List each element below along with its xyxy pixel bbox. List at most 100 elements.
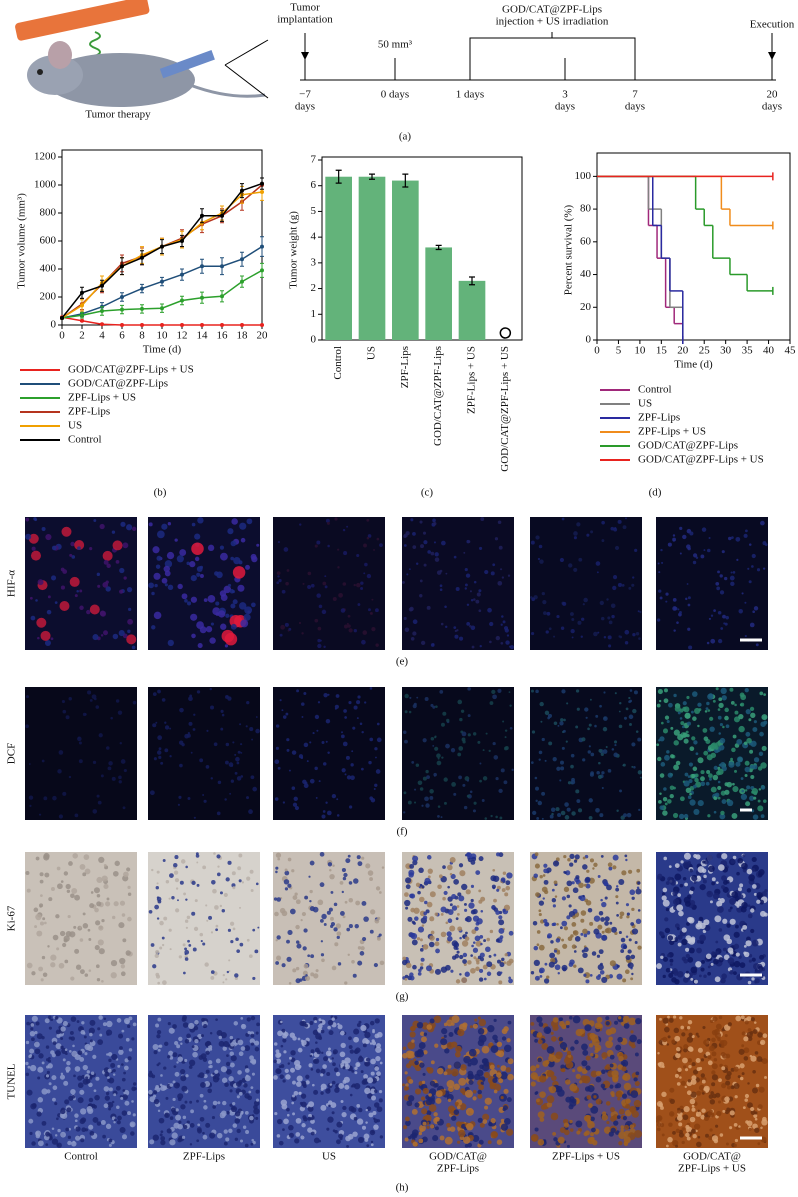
cell [108, 1058, 112, 1063]
cell [750, 712, 756, 718]
cell [131, 1100, 134, 1103]
cell [280, 1064, 285, 1069]
cell [733, 1083, 740, 1090]
cell [535, 799, 538, 803]
cell [240, 1046, 246, 1051]
cell [626, 912, 630, 916]
cell [64, 1099, 70, 1105]
cell [160, 1136, 166, 1141]
cell [40, 630, 51, 641]
cell [67, 914, 71, 919]
cell [205, 765, 210, 769]
cell [484, 569, 489, 575]
cell [741, 789, 745, 793]
legend-label: GOD/CAT@ZPF-Lips [638, 440, 738, 452]
cell [296, 1081, 302, 1087]
cell [433, 1112, 438, 1117]
cell [496, 1072, 502, 1078]
cell [618, 1108, 625, 1115]
cell [618, 930, 622, 935]
cell [321, 740, 325, 744]
cell [291, 786, 296, 790]
event-label: Tumor [290, 2, 320, 14]
cell [537, 1039, 543, 1045]
cell [595, 807, 600, 813]
cell [79, 938, 84, 942]
cell [376, 1119, 381, 1123]
cell [54, 1134, 58, 1137]
cell [422, 1121, 427, 1126]
cell [86, 1070, 90, 1074]
cell [761, 714, 768, 721]
cell [750, 1017, 756, 1022]
cell [155, 1023, 160, 1028]
cell [422, 738, 427, 743]
cell [589, 974, 593, 977]
cell [680, 1108, 685, 1113]
cell [418, 1131, 423, 1136]
cell [424, 696, 429, 701]
cell [236, 776, 242, 781]
cell [65, 1127, 70, 1132]
cell [427, 550, 431, 554]
cell [688, 1046, 694, 1052]
cell [194, 899, 198, 903]
cell [705, 1133, 709, 1138]
cell [343, 551, 348, 556]
cell [296, 1075, 303, 1082]
x-tick-label: 30 [720, 345, 732, 357]
cell [420, 640, 426, 646]
cell [693, 740, 698, 745]
cell [88, 1027, 96, 1034]
cell [474, 926, 479, 931]
cell [276, 935, 281, 940]
cell [328, 1047, 331, 1051]
cell [62, 1058, 66, 1062]
cell [595, 1076, 602, 1083]
cell [684, 712, 691, 719]
data-point [220, 294, 224, 299]
cell [341, 890, 344, 894]
cell [116, 1120, 121, 1125]
cell [42, 972, 48, 978]
cell [184, 1038, 190, 1044]
cell [60, 1045, 64, 1050]
cell [675, 1128, 680, 1133]
cell [464, 908, 468, 912]
cell [739, 1063, 745, 1069]
cell [106, 1020, 113, 1028]
cell [334, 942, 339, 947]
cell [570, 753, 575, 758]
cell [669, 785, 675, 791]
cell [758, 869, 765, 876]
cell [153, 1098, 160, 1105]
cell [339, 1030, 345, 1036]
cell [227, 583, 232, 587]
cell [104, 1095, 110, 1101]
cell [492, 563, 496, 567]
cell [566, 1144, 570, 1148]
bar [458, 280, 486, 340]
cell [604, 896, 608, 900]
cell [615, 885, 619, 888]
cell [69, 1030, 74, 1035]
cell [289, 1032, 296, 1038]
cell [50, 1018, 54, 1022]
cell [239, 906, 241, 909]
cell [673, 629, 676, 632]
cell [457, 752, 462, 757]
cell [700, 770, 705, 775]
cell [44, 640, 51, 647]
cell [482, 776, 488, 781]
cell [499, 816, 503, 820]
y-axis-title: Percent survival (%) [563, 204, 575, 295]
cell [450, 969, 454, 973]
cell [130, 1131, 135, 1136]
cell [149, 790, 155, 796]
cell [714, 915, 722, 923]
cell [759, 691, 764, 696]
cell [241, 881, 245, 884]
cell [757, 766, 763, 771]
cell [64, 959, 69, 964]
cell [664, 802, 668, 806]
